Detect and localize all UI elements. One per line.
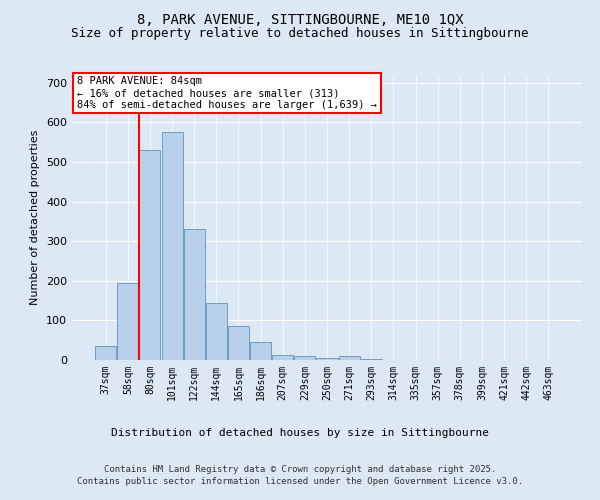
Bar — [272, 355, 293, 360]
Bar — [206, 304, 227, 360]
Bar — [338, 356, 359, 360]
Bar — [184, 230, 205, 360]
Bar — [118, 283, 139, 360]
Bar — [139, 150, 160, 360]
Text: Distribution of detached houses by size in Sittingbourne: Distribution of detached houses by size … — [111, 428, 489, 438]
Bar — [228, 326, 249, 360]
Y-axis label: Number of detached properties: Number of detached properties — [31, 130, 40, 305]
Text: Contains HM Land Registry data © Crown copyright and database right 2025.: Contains HM Land Registry data © Crown c… — [104, 465, 496, 474]
Bar — [316, 358, 338, 360]
Bar — [295, 356, 316, 360]
Bar — [161, 132, 182, 360]
Text: 8 PARK AVENUE: 84sqm
← 16% of detached houses are smaller (313)
84% of semi-deta: 8 PARK AVENUE: 84sqm ← 16% of detached h… — [77, 76, 377, 110]
Bar — [250, 342, 271, 360]
Text: Size of property relative to detached houses in Sittingbourne: Size of property relative to detached ho… — [71, 28, 529, 40]
Bar — [361, 359, 382, 360]
Text: 8, PARK AVENUE, SITTINGBOURNE, ME10 1QX: 8, PARK AVENUE, SITTINGBOURNE, ME10 1QX — [137, 12, 463, 26]
Text: Contains public sector information licensed under the Open Government Licence v3: Contains public sector information licen… — [77, 478, 523, 486]
Bar — [95, 346, 116, 360]
